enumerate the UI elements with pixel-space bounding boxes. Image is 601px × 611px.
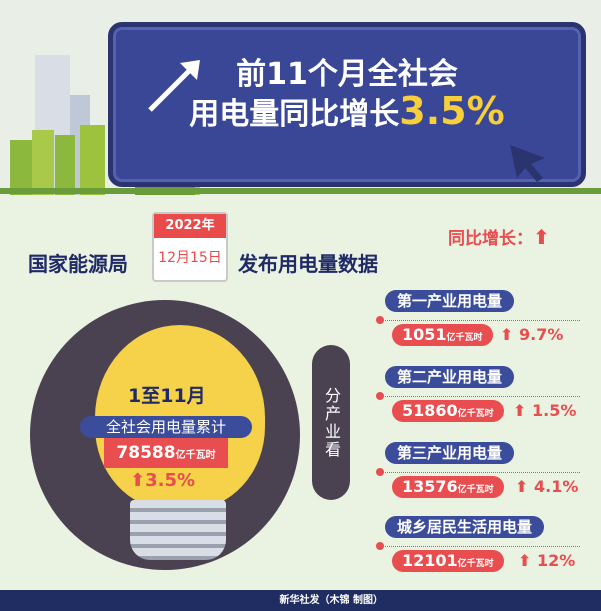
category-growth: 12% xyxy=(536,551,576,570)
category-value: 13576 xyxy=(402,477,458,496)
category-value-pill: 13576亿千瓦时 xyxy=(392,476,504,498)
category-value: 51860 xyxy=(402,401,458,420)
title-line2: 用电量同比增长 xyxy=(189,97,400,132)
title-line1: 前11个月全社会 xyxy=(236,57,458,92)
category-unit: 亿千瓦时 xyxy=(457,409,494,419)
calendar-year: 2022年 xyxy=(154,214,226,238)
up-arrow-icon: ⬆ xyxy=(518,551,532,570)
category-value: 1051 xyxy=(402,325,447,344)
building xyxy=(80,125,105,195)
calendar-date: 12月15日 xyxy=(158,250,222,266)
category-value-pill: 51860亿千瓦时 xyxy=(392,400,504,422)
connector-line xyxy=(380,396,580,397)
title-highlight: 3.5% xyxy=(399,89,505,133)
category-label: 第一产业用电量 xyxy=(385,290,515,312)
category-growth: 9.7% xyxy=(518,325,564,344)
category-label: 城乡居民生活用电量 xyxy=(385,516,545,538)
category-unit: 亿千瓦时 xyxy=(457,485,494,495)
category-unit: 亿千瓦时 xyxy=(457,559,494,569)
ground xyxy=(0,188,601,194)
up-arrow-icon: ⬆ xyxy=(513,401,527,420)
building xyxy=(55,135,75,195)
connector-line xyxy=(380,320,580,321)
building xyxy=(32,130,54,195)
building xyxy=(10,140,35,195)
title-board: 前11个月全社会 用电量同比增长3.5% xyxy=(108,22,586,187)
category-unit: 亿千瓦时 xyxy=(446,333,483,343)
total-label: 全社会用电量累计 xyxy=(80,416,252,438)
growth-arrow-icon xyxy=(148,60,200,112)
up-arrow-icon: ⬆ xyxy=(500,325,514,344)
cursor-icon xyxy=(510,145,545,182)
total-growth: 3.5% xyxy=(145,470,196,491)
bulb-base xyxy=(130,500,226,560)
up-arrow-icon: ⬆ xyxy=(130,470,146,491)
category-label: 第三产业用电量 xyxy=(385,442,515,464)
category-growth: 1.5% xyxy=(531,401,577,420)
total-value: 78588 xyxy=(116,443,176,463)
category-value: 12101 xyxy=(402,551,458,570)
side-label: 分产业看 xyxy=(312,345,350,500)
calendar: 2022年 12月15日 xyxy=(152,212,228,282)
category-value-pill: 1051亿千瓦时 xyxy=(392,324,493,346)
source-label: 国家能源局 xyxy=(28,252,128,276)
connector-line xyxy=(380,546,580,547)
footer-credit: 新华社发（木锦 制图） xyxy=(0,590,601,611)
category-label: 第二产业用电量 xyxy=(385,366,515,388)
connector-line xyxy=(380,472,580,473)
total-period: 1至11月 xyxy=(128,385,206,407)
category-value-pill: 12101亿千瓦时 xyxy=(392,550,504,572)
action-label: 发布用电量数据 xyxy=(238,252,378,276)
legend-label: 同比增长： xyxy=(448,229,533,249)
up-arrow-icon: ⬆ xyxy=(515,477,529,496)
category-growth: 4.1% xyxy=(533,477,579,496)
up-arrow-icon: ⬆ xyxy=(533,225,550,249)
total-unit: 亿千瓦时 xyxy=(175,450,216,461)
